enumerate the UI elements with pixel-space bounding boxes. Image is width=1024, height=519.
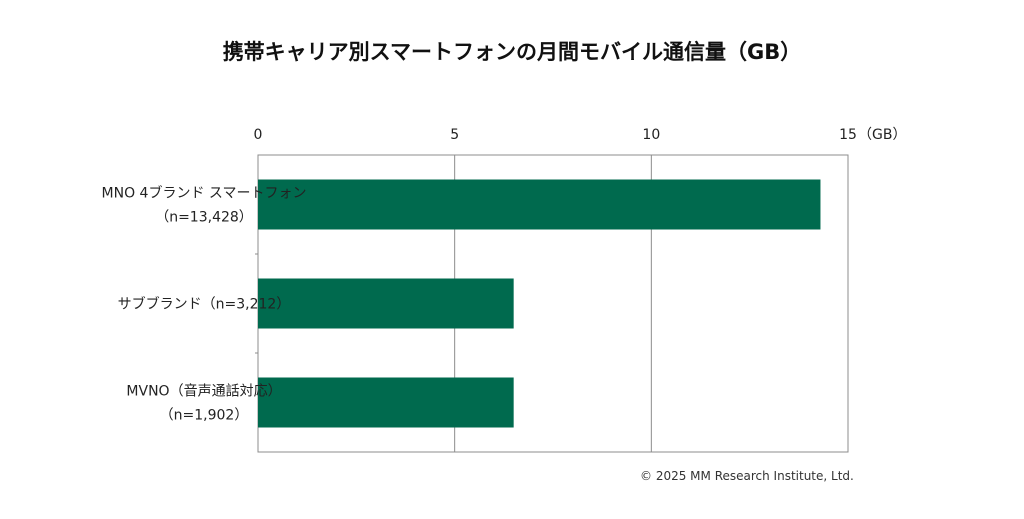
category-label: （n=1,902）	[160, 408, 249, 424]
x-tick-label: 5	[450, 127, 459, 143]
x-tick-label: 15	[839, 127, 857, 143]
category-label: MNO 4ブランド スマートフォン	[102, 185, 307, 202]
tick-layer: 0 5 10 15 （GB）	[254, 127, 907, 143]
category-label: MVNO（音声通話対応）	[126, 383, 281, 400]
bar	[258, 179, 821, 230]
category-label: サブブランド（n=3,212）	[118, 296, 291, 313]
copyright-text: © 2025 MM Research Institute, Ltd.	[640, 469, 854, 483]
category-label: （n=13,428）	[155, 210, 253, 226]
bar	[258, 278, 514, 329]
bar-layer	[258, 179, 821, 428]
chart-title: 携帯キャリア別スマートフォンの月間モバイル通信量（GB）	[222, 40, 802, 64]
bar	[258, 377, 514, 428]
x-unit-label: （GB）	[858, 127, 906, 143]
x-tick-label: 10	[642, 127, 660, 143]
x-tick-label: 0	[254, 127, 263, 143]
category-label-layer: MNO 4ブランド スマートフォン （n=13,428） サブブランド（n=3,21…	[102, 185, 307, 424]
